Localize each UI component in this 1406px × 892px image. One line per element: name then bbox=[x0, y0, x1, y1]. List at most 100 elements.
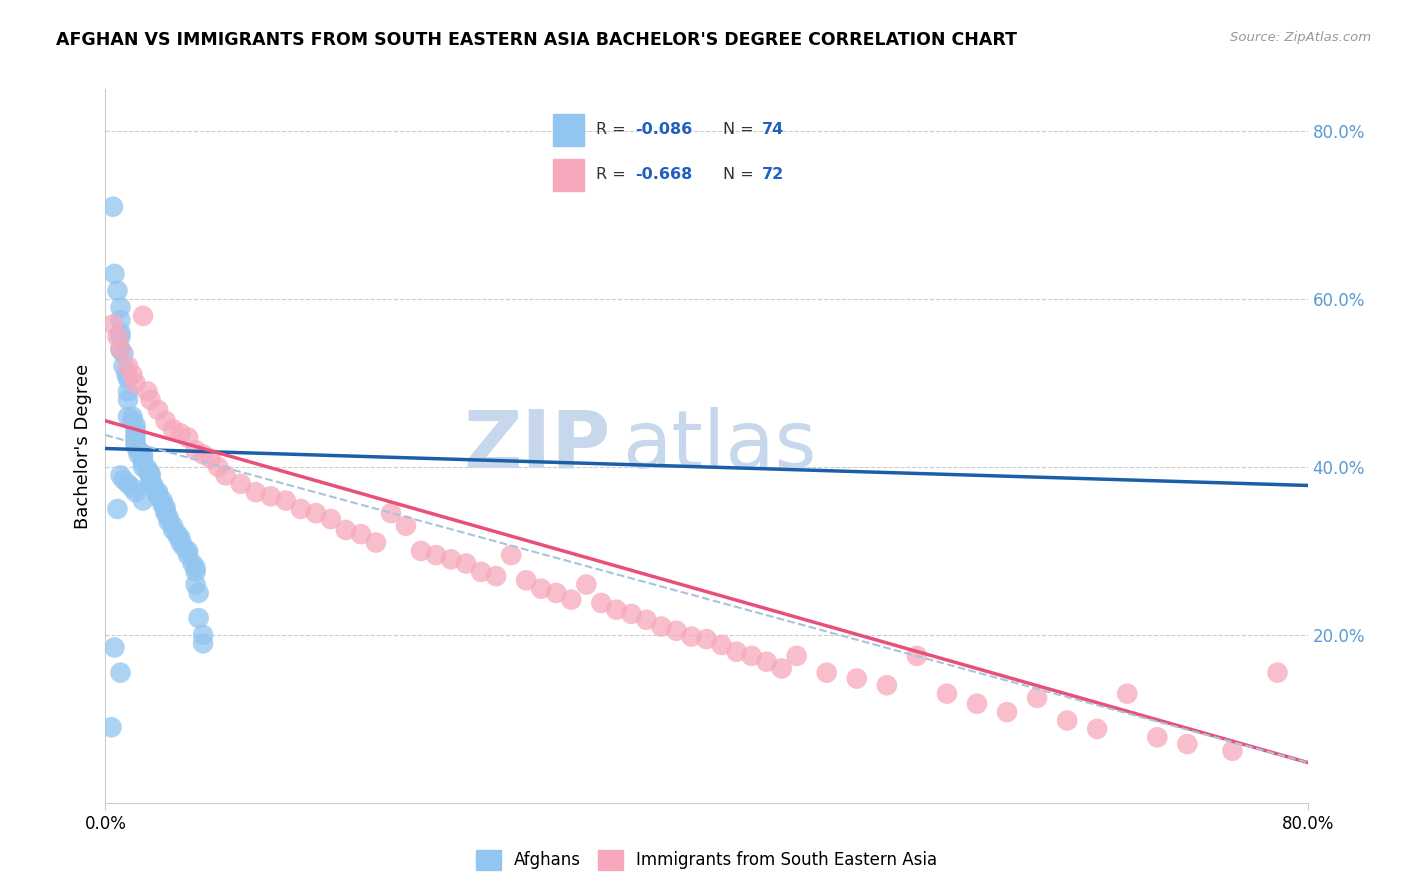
Point bbox=[191, 636, 214, 650]
Point bbox=[132, 447, 155, 461]
Point bbox=[1026, 690, 1049, 705]
Point bbox=[162, 422, 184, 436]
Point bbox=[200, 451, 222, 466]
Point bbox=[139, 392, 162, 407]
Point bbox=[110, 343, 132, 357]
Point bbox=[515, 574, 537, 588]
Point bbox=[650, 619, 672, 633]
Point bbox=[1056, 714, 1078, 728]
Point bbox=[117, 476, 139, 491]
Legend: Afghans, Immigrants from South Eastern Asia: Afghans, Immigrants from South Eastern A… bbox=[470, 843, 943, 877]
Point bbox=[166, 529, 188, 543]
Point bbox=[107, 502, 129, 516]
Text: ZIP: ZIP bbox=[463, 407, 610, 485]
Point bbox=[245, 485, 267, 500]
Point bbox=[124, 376, 146, 390]
Point bbox=[696, 632, 718, 646]
Point bbox=[162, 523, 184, 537]
Point bbox=[786, 648, 808, 663]
Point bbox=[725, 645, 748, 659]
Text: 74: 74 bbox=[762, 122, 785, 137]
Point bbox=[845, 672, 868, 686]
Point bbox=[1085, 722, 1108, 736]
Point bbox=[177, 544, 200, 558]
Point bbox=[173, 540, 195, 554]
Point bbox=[1146, 731, 1168, 745]
Point bbox=[117, 409, 139, 424]
Point bbox=[591, 596, 613, 610]
Text: atlas: atlas bbox=[623, 407, 817, 485]
Point bbox=[112, 346, 135, 360]
Point bbox=[157, 510, 180, 524]
Text: N =: N = bbox=[723, 122, 759, 137]
Point bbox=[162, 518, 184, 533]
Point bbox=[124, 417, 146, 432]
Text: 72: 72 bbox=[762, 168, 785, 183]
Point bbox=[101, 318, 124, 332]
Point bbox=[146, 489, 169, 503]
Point bbox=[1116, 687, 1139, 701]
Point bbox=[107, 284, 129, 298]
Point bbox=[146, 403, 169, 417]
Point bbox=[181, 557, 204, 571]
Point bbox=[335, 523, 357, 537]
Point bbox=[110, 468, 132, 483]
Point bbox=[710, 638, 733, 652]
Point bbox=[152, 493, 174, 508]
Point bbox=[110, 301, 132, 315]
Text: R =: R = bbox=[596, 168, 631, 183]
Point bbox=[166, 527, 188, 541]
Point bbox=[112, 473, 135, 487]
Bar bbox=[554, 113, 583, 146]
Point bbox=[124, 434, 146, 449]
Point bbox=[110, 326, 132, 340]
Point bbox=[136, 464, 159, 478]
Text: -0.086: -0.086 bbox=[636, 122, 692, 137]
Point bbox=[560, 592, 582, 607]
Point bbox=[936, 687, 959, 701]
Point bbox=[136, 384, 159, 399]
Point bbox=[425, 548, 447, 562]
Point bbox=[905, 648, 928, 663]
Point bbox=[395, 518, 418, 533]
Point bbox=[124, 431, 146, 445]
Point bbox=[169, 426, 191, 441]
Text: N =: N = bbox=[723, 168, 759, 183]
Point bbox=[364, 535, 387, 549]
Point bbox=[142, 478, 165, 492]
Point bbox=[454, 557, 477, 571]
Point bbox=[155, 500, 177, 515]
Point bbox=[100, 720, 122, 734]
Point bbox=[177, 548, 200, 562]
Text: AFGHAN VS IMMIGRANTS FROM SOUTH EASTERN ASIA BACHELOR'S DEGREE CORRELATION CHART: AFGHAN VS IMMIGRANTS FROM SOUTH EASTERN … bbox=[56, 31, 1017, 49]
Point bbox=[132, 451, 155, 466]
Point bbox=[274, 493, 297, 508]
Point bbox=[132, 309, 155, 323]
Point bbox=[605, 603, 627, 617]
Point bbox=[207, 460, 229, 475]
Point bbox=[124, 439, 146, 453]
Point bbox=[995, 705, 1018, 719]
Point bbox=[103, 267, 125, 281]
Point bbox=[155, 506, 177, 520]
Point bbox=[409, 544, 432, 558]
Point bbox=[146, 487, 169, 501]
Point bbox=[440, 552, 463, 566]
Point bbox=[575, 577, 598, 591]
Point bbox=[132, 456, 155, 470]
Point bbox=[191, 447, 214, 461]
Point bbox=[128, 447, 150, 461]
Point bbox=[184, 560, 207, 574]
Point bbox=[117, 359, 139, 374]
Point bbox=[152, 498, 174, 512]
Point bbox=[380, 506, 402, 520]
Point bbox=[214, 468, 236, 483]
Point bbox=[136, 461, 159, 475]
Point bbox=[121, 414, 143, 428]
Point bbox=[1175, 737, 1198, 751]
Point bbox=[132, 460, 155, 475]
Point bbox=[260, 489, 283, 503]
Y-axis label: Bachelor's Degree: Bachelor's Degree bbox=[73, 363, 91, 529]
Point bbox=[142, 481, 165, 495]
Point bbox=[229, 476, 252, 491]
